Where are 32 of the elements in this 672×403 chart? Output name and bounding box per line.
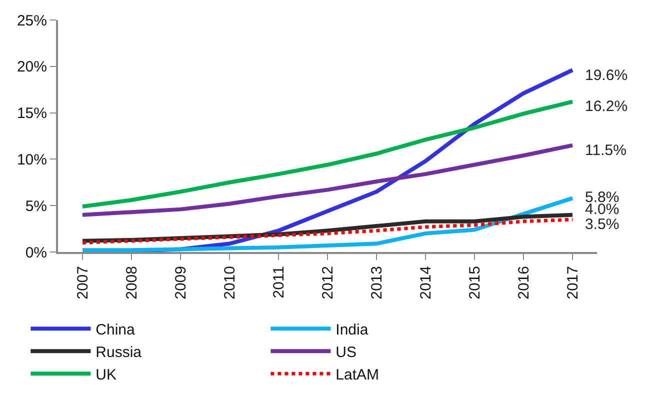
annotation: 3.5% [585, 216, 620, 233]
x-tick-label: 2014 [417, 266, 434, 300]
x-tick-label: 2009 [172, 266, 190, 300]
y-tick-label: 20% [16, 58, 47, 76]
legend-label: India [336, 321, 369, 338]
x-tick-label: 2008 [123, 266, 140, 300]
line-series [80, 100, 574, 209]
y-tick-label: 0% [25, 244, 47, 262]
y-tick-label: 25% [16, 12, 47, 30]
line-series [80, 218, 574, 244]
x-tick-label: 2013 [368, 266, 386, 300]
legend-label: LatAM [336, 366, 380, 384]
x-tick-label: 2017 [564, 266, 582, 300]
y-tick-label: 10% [16, 151, 47, 168]
x-tick-label: 2012 [319, 266, 336, 300]
annotation: 19.6% [585, 67, 628, 84]
y-tick-label: 5% [25, 198, 47, 215]
x-tick-label: 2015 [466, 266, 484, 300]
x-tick-label: 2010 [221, 266, 238, 300]
legend-label: China [96, 321, 136, 338]
line-series [80, 196, 574, 252]
x-tick-label: 2007 [74, 266, 92, 300]
annotation: 16.2% [585, 98, 628, 115]
legend-label: Russia [96, 344, 142, 361]
y-tick-label: 15% [16, 105, 47, 122]
annotation: 11.5% [585, 142, 626, 159]
x-tick-label: 2016 [515, 266, 532, 300]
legend-label: UK [96, 366, 117, 384]
x-tick-label: 2011 [270, 266, 288, 298]
annotation: 4.0% [585, 201, 620, 218]
legend-label: US [336, 344, 357, 361]
line-series [80, 143, 574, 217]
